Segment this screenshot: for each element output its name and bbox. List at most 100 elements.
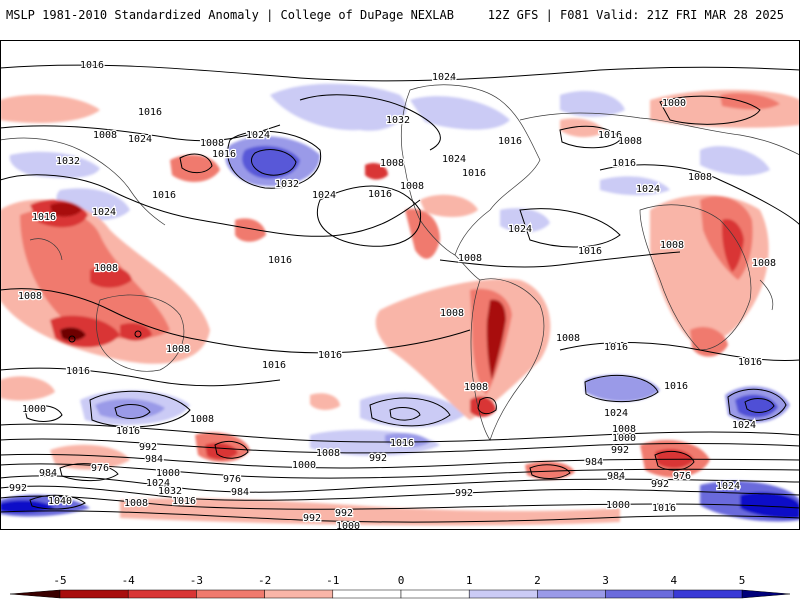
- isobar-label: 1016: [652, 503, 676, 514]
- colorbar-tick-labels: -5 -4 -3 -2 -1 0 1 2 3 4 5: [53, 574, 745, 587]
- isobar-label: 1016: [738, 357, 762, 368]
- colorbar-swatch: [605, 589, 675, 599]
- anomaly-shading: [0, 83, 800, 526]
- isobar-label: 1016: [212, 149, 236, 160]
- isobar-label: 984: [39, 468, 57, 479]
- colorbar-graphic: -5 -4 -3 -2 -1 0 1 2 3 4 5: [9, 574, 791, 599]
- isobar-label: 1024: [716, 481, 740, 492]
- isobar-label: 1016: [268, 255, 292, 266]
- isobar-label: 1000: [662, 98, 686, 109]
- isobar-label: 984: [607, 471, 625, 482]
- isobar-label: 1008: [618, 136, 642, 147]
- isobar-label: 1016: [116, 426, 140, 437]
- model-run-info: 12Z GFS | F081 Valid: 21Z FRI MAR 28 202…: [487, 8, 784, 22]
- isobar-label: 1008: [688, 172, 712, 183]
- isobar-label: 1016: [66, 366, 90, 377]
- colorbar-tick-label: 1: [466, 574, 473, 587]
- colorbar-tick-label: 2: [534, 574, 541, 587]
- isobar-label: 1008: [166, 344, 190, 355]
- colorbar-tick-label: 3: [602, 574, 609, 587]
- isobar-label: 1024: [604, 408, 628, 419]
- isobar-label: 1008: [752, 258, 776, 269]
- isobar-label: 1008: [464, 382, 488, 393]
- colorbar-tick-label: 5: [739, 574, 746, 587]
- isobar-label: 1024: [146, 478, 170, 489]
- isobar-label: 1040: [48, 496, 72, 507]
- isobar-label: 1024: [128, 134, 152, 145]
- isobar-label: 1016: [462, 168, 486, 179]
- colorbar-swatch: [537, 589, 606, 599]
- isobar-label: 1016: [368, 189, 392, 200]
- isobar-label: 1000: [292, 460, 316, 471]
- isobar-label: 992: [335, 508, 353, 519]
- isobar-label: 1008: [316, 448, 340, 459]
- isobar-label: 1024: [432, 72, 456, 83]
- colorbar-swatches: [9, 589, 791, 599]
- colorbar-tick-label: -2: [258, 574, 271, 587]
- isobar-label: 1008: [124, 498, 148, 509]
- isobar-label: 984: [585, 457, 603, 468]
- colorbar-tick-label: -1: [326, 574, 339, 587]
- isobar-label: 1008: [380, 158, 404, 169]
- map-panel: 1016 1024 1016 1008 1024 1024 1008 1016 1032 1000…: [0, 40, 800, 534]
- colorbar-swatch: [59, 589, 129, 599]
- isobar-label: 1024: [246, 130, 270, 141]
- isobar-label: 976: [223, 474, 241, 485]
- isobar-label: 992: [611, 445, 629, 456]
- isobar-label: 976: [673, 471, 691, 482]
- colorbar-swatch: [468, 589, 538, 599]
- header-bar: MSLP 1981-2010 Standardized Anomaly | Co…: [0, 0, 800, 34]
- isobar-label: 1016: [32, 212, 56, 223]
- anomaly-colorbar: -5 -4 -3 -2 -1 0 1 2 3 4 5: [0, 570, 800, 600]
- colorbar-tick-label: -5: [53, 574, 66, 587]
- product-title: MSLP 1981-2010 Standardized Anomaly | Co…: [6, 8, 454, 22]
- isobar-label: 1000: [612, 433, 636, 444]
- coastlines: [0, 84, 800, 441]
- isobar-label: 1016: [318, 350, 342, 361]
- isobar-label: 1016: [664, 381, 688, 392]
- isobar-label: 984: [145, 454, 163, 465]
- isobar-label: 1032: [275, 179, 299, 190]
- isobar-label: 1016: [498, 136, 522, 147]
- colorbar-min-arrow: [9, 589, 61, 599]
- isobar-label: 1032: [56, 156, 80, 167]
- isobar-label: 1016: [138, 107, 162, 118]
- isobar-label: 1032: [386, 115, 410, 126]
- isobar-label: 1000: [22, 404, 46, 415]
- colorbar-max-arrow: [741, 589, 791, 599]
- isobar-label: 1024: [442, 154, 466, 165]
- isobar-label: 1016: [390, 438, 414, 449]
- colorbar-tick-label: 4: [670, 574, 677, 587]
- isobar-label: 1008: [200, 138, 224, 149]
- isobar-label: 1016: [598, 130, 622, 141]
- isobar-label: 1016: [172, 496, 196, 507]
- isobar-label: 1016: [152, 190, 176, 201]
- colorbar-tick-label: -3: [190, 574, 203, 587]
- isobar-label: 1024: [508, 224, 532, 235]
- isobar-label: 1016: [612, 158, 636, 169]
- isobar-label: 1008: [18, 291, 42, 302]
- isobar-label: 1008: [660, 240, 684, 251]
- isobars: [0, 64, 800, 523]
- isobar-label: 1000: [606, 500, 630, 511]
- isobar-label: 1008: [190, 414, 214, 425]
- isobar-label: 1016: [604, 342, 628, 353]
- isobar-label: 1032: [158, 486, 182, 497]
- colorbar-swatch: [196, 589, 265, 599]
- isobar-label: 1008: [612, 424, 636, 435]
- isobar-label: 1008: [458, 253, 482, 264]
- isobar-label: 992: [455, 488, 473, 499]
- isobar-label: 1016: [578, 246, 602, 257]
- isobar-label: 1008: [400, 181, 424, 192]
- isobar-label: 1008: [94, 263, 118, 274]
- colorbar-swatch: [673, 589, 743, 599]
- colorbar-tick-label: 0: [398, 574, 405, 587]
- isobar-label: 1024: [636, 184, 660, 195]
- isobar-label: 992: [9, 483, 27, 494]
- isobar-label: 1008: [93, 130, 117, 141]
- isobar-label: 1016: [80, 60, 104, 71]
- colorbar-swatch: [400, 589, 470, 599]
- colorbar-swatch: [127, 589, 197, 599]
